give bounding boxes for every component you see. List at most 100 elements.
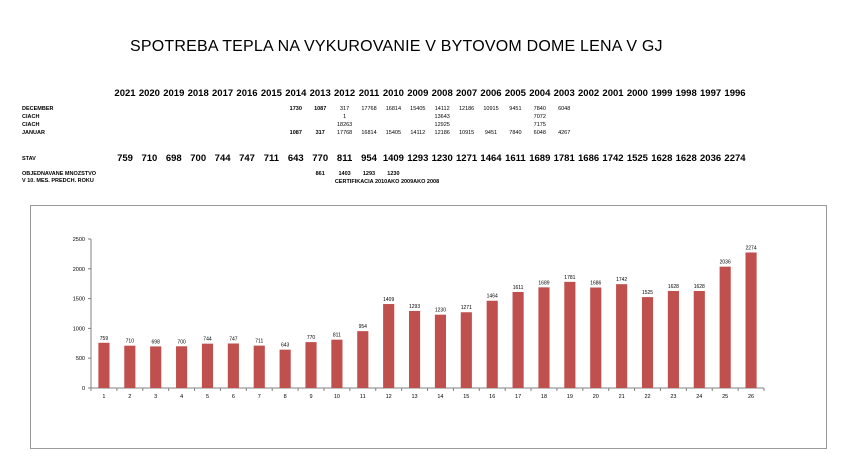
- x-tick-label: 1: [102, 394, 105, 400]
- year-header: 1998: [675, 88, 697, 99]
- bar: [305, 342, 317, 388]
- year-header: 2002: [578, 88, 600, 99]
- stav-cell: 1293: [407, 153, 429, 164]
- x-tick-label: 15: [463, 394, 469, 400]
- stav-cell: 710: [141, 153, 158, 164]
- januar-cell: 7840: [509, 130, 522, 136]
- x-tick-label: 21: [619, 394, 625, 400]
- x-tick-label: 22: [644, 394, 650, 400]
- x-tick-label: 24: [696, 394, 702, 400]
- bar-data-label: 954: [359, 324, 368, 330]
- y-tick-label: 1500: [73, 297, 85, 303]
- bar: [641, 297, 654, 388]
- x-tick-label: 7: [258, 394, 261, 400]
- bar: [176, 346, 188, 388]
- stav-cell: 1464: [480, 153, 502, 164]
- stav-cell: 747: [239, 153, 255, 164]
- x-tick-label: 17: [515, 394, 521, 400]
- bar: [227, 343, 239, 388]
- bar: [253, 345, 265, 388]
- x-tick-label: 26: [748, 394, 754, 400]
- year-header: 2018: [187, 88, 209, 99]
- year-header: 2009: [407, 88, 429, 99]
- ciach1-cell: 7072: [533, 114, 546, 120]
- stav-cell: 954: [361, 153, 377, 164]
- bar-data-label: 1742: [616, 277, 627, 283]
- december-cell: 16814: [385, 106, 402, 112]
- objednavane-cell: 1293: [362, 171, 376, 177]
- stav-cell: 1742: [602, 153, 624, 164]
- x-tick-label: 2: [128, 394, 131, 400]
- bar: [667, 290, 679, 388]
- bar: [590, 287, 602, 388]
- bar: [693, 290, 705, 388]
- year-header: 1999: [651, 88, 673, 99]
- year-header: 1996: [724, 88, 746, 99]
- year-header: 2013: [309, 88, 331, 99]
- bar-data-label: 1689: [538, 280, 549, 286]
- ciach2-cell: 18263: [336, 122, 353, 128]
- stav-cell: 1525: [626, 153, 648, 164]
- row-label-ciach-2: CIACH: [22, 122, 40, 128]
- x-tick-label: 23: [670, 394, 676, 400]
- stav-cell: 1611: [505, 153, 526, 164]
- stav-cell: 759: [117, 153, 133, 164]
- bar: [564, 281, 576, 388]
- bar: [408, 310, 421, 388]
- objednavane-cell: 1403: [338, 171, 351, 177]
- x-tick-label: 25: [722, 394, 728, 400]
- year-header: 2012: [334, 88, 356, 99]
- stav-cell: 811: [336, 153, 353, 164]
- bar: [460, 312, 472, 388]
- x-tick-label: 11: [360, 394, 366, 400]
- data-table: DECEMBER CIACH CIACH JANUAR STAV OBJEDNA…: [0, 0, 848, 200]
- y-tick-label: 2000: [73, 267, 85, 273]
- januar-cell: 12186: [434, 130, 450, 136]
- bar-data-label: 1611: [513, 285, 524, 291]
- bar: [538, 287, 550, 388]
- y-tick-label: 1000: [73, 326, 85, 332]
- bar-data-label: 744: [203, 337, 212, 343]
- year-header: 2005: [504, 88, 526, 99]
- x-tick-label: 4: [180, 394, 183, 400]
- januar-cell: 15405: [385, 130, 402, 136]
- year-header: 2019: [163, 88, 185, 99]
- year-header: 2016: [236, 88, 258, 99]
- ciach1-cell: 1: [343, 114, 347, 120]
- januar-cell: 9451: [484, 130, 498, 136]
- year-header: 2020: [138, 88, 160, 99]
- bar-data-label: 1293: [409, 304, 420, 310]
- year-header: 2021: [114, 88, 136, 99]
- stav-cell: 700: [190, 153, 207, 164]
- bar: [745, 252, 757, 388]
- bar-data-label: 1686: [590, 281, 601, 287]
- bar: [124, 345, 136, 388]
- stav-cell: 1271: [456, 153, 478, 164]
- januar-cell: 17768: [336, 130, 353, 136]
- december-cell: 1730: [289, 106, 302, 112]
- x-tick-label: 19: [567, 394, 573, 400]
- bar-data-label: 770: [307, 335, 316, 341]
- x-tick-label: 18: [541, 394, 547, 400]
- bar-data-label: 1781: [564, 275, 575, 281]
- x-tick-label: 6: [232, 394, 235, 400]
- stav-cell: 1230: [431, 153, 453, 164]
- december-cell: 12186: [458, 106, 475, 112]
- row-label-objednavane: OBJEDNAVANE MNOZSTVO: [22, 171, 97, 177]
- stav-cell: 1628: [651, 153, 673, 164]
- row-label-stav: STAV: [22, 156, 36, 162]
- december-cell: 17768: [361, 106, 377, 112]
- bar: [486, 300, 498, 388]
- december-cell: 1087: [314, 106, 327, 112]
- bar-data-label: 759: [100, 336, 109, 342]
- year-header: 2003: [553, 88, 575, 99]
- year-header: 2015: [260, 88, 282, 99]
- stav-cell: 1689: [529, 153, 551, 164]
- stav-cell: 711: [263, 153, 280, 164]
- year-header: 2000: [626, 88, 648, 99]
- bar: [357, 331, 369, 388]
- chart-frame: [30, 205, 827, 449]
- year-header: 2006: [480, 88, 502, 99]
- row-label-predch-roku: V 10. MES. PREDCH. ROKU: [22, 178, 94, 184]
- bar-data-label: 1525: [642, 290, 653, 296]
